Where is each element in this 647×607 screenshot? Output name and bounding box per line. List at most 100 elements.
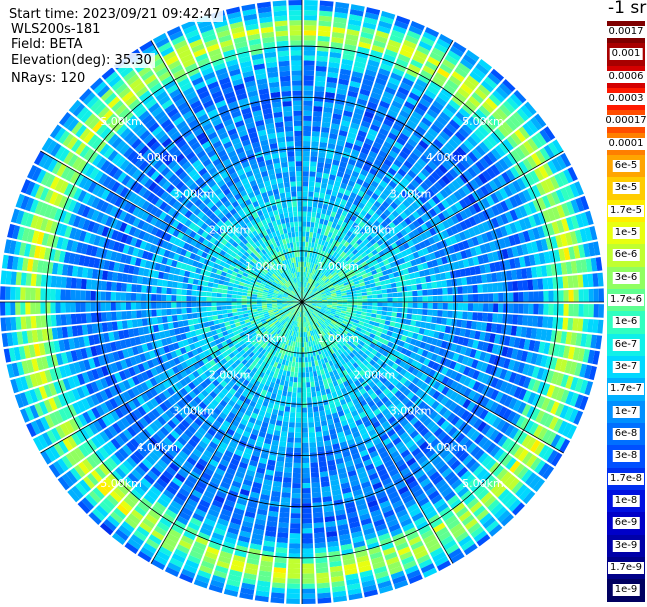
ray-gate-cell bbox=[153, 554, 168, 566]
ray-gate-cell bbox=[341, 221, 348, 228]
ray-gate-cell bbox=[362, 115, 373, 124]
ray-gate-cell bbox=[88, 116, 101, 130]
ray-gate-cell bbox=[180, 206, 189, 216]
ray-gate-cell bbox=[302, 206, 308, 212]
ray-gate-cell bbox=[300, 286, 302, 292]
ray-gate-cell bbox=[21, 330, 29, 345]
ray-gate-cell bbox=[212, 345, 219, 352]
ray-gate-cell bbox=[226, 248, 233, 255]
ray-gate-cell bbox=[76, 400, 86, 413]
ray-gate-cell bbox=[310, 257, 314, 264]
ray-gate-cell bbox=[132, 206, 141, 217]
ray-gate-cell bbox=[287, 280, 292, 286]
ray-gate-cell bbox=[141, 211, 150, 221]
ray-gate-cell bbox=[287, 206, 293, 213]
ray-gate-cell bbox=[295, 236, 299, 242]
ray-gate-cell bbox=[252, 291, 258, 295]
ray-gate-cell bbox=[308, 283, 312, 289]
ray-gate-cell bbox=[168, 481, 181, 492]
ray-gate-cell bbox=[279, 261, 284, 267]
ray-gate-cell bbox=[15, 316, 22, 330]
ray-gate-cell bbox=[245, 332, 252, 338]
ray-gate-cell bbox=[224, 321, 231, 327]
ray-gate-cell bbox=[408, 222, 416, 231]
ray-gate-cell bbox=[406, 156, 417, 166]
ray-gate-cell bbox=[283, 315, 288, 320]
ray-gate-cell bbox=[463, 155, 475, 166]
ray-gate-cell bbox=[431, 259, 439, 267]
ray-gate-cell bbox=[324, 241, 329, 247]
ray-gate-cell bbox=[249, 329, 256, 335]
ray-gate-cell bbox=[386, 205, 395, 214]
ray-gate-cell bbox=[197, 531, 211, 541]
ray-gate-cell bbox=[45, 355, 54, 368]
ray-gate-cell bbox=[104, 387, 113, 399]
ray-gate-cell bbox=[311, 237, 316, 243]
ray-gate-cell bbox=[303, 156, 310, 162]
ray-gate-cell bbox=[226, 298, 232, 302]
ray-gate-cell bbox=[126, 426, 137, 437]
ray-gate-cell bbox=[221, 340, 228, 347]
ray-gate-cell bbox=[118, 381, 127, 393]
ray-gate-cell bbox=[342, 279, 348, 284]
ray-gate-cell bbox=[92, 120, 104, 133]
ray-gate-cell bbox=[547, 277, 554, 290]
ray-gate-cell bbox=[252, 58, 265, 66]
ray-gate-cell bbox=[429, 142, 441, 153]
ray-gate-cell bbox=[206, 287, 213, 292]
ray-gate-cell bbox=[289, 176, 296, 182]
ray-gate-cell bbox=[312, 121, 321, 127]
ray-gate-cell bbox=[124, 94, 138, 107]
ray-gate-cell bbox=[277, 262, 282, 269]
ray-gate-cell bbox=[227, 223, 235, 231]
ray-gate-cell bbox=[169, 557, 184, 568]
ray-gate-cell bbox=[101, 109, 114, 123]
ray-gate-cell bbox=[495, 202, 505, 214]
ray-gate-cell bbox=[555, 155, 567, 170]
ray-gate-cell bbox=[274, 116, 284, 123]
ray-gate-cell bbox=[212, 364, 220, 372]
ray-gate-cell bbox=[578, 289, 584, 302]
ray-gate-cell bbox=[411, 201, 420, 211]
ray-gate-cell bbox=[29, 389, 39, 403]
ray-gate-cell bbox=[116, 272, 124, 282]
ray-gate-cell bbox=[139, 40, 154, 52]
ray-gate-cell bbox=[196, 503, 209, 513]
ray-gate-cell bbox=[181, 128, 193, 139]
ray-gate-cell bbox=[232, 287, 238, 292]
ray-gate-cell bbox=[145, 425, 156, 436]
ray-gate-cell bbox=[244, 361, 251, 369]
ray-gate-cell bbox=[232, 312, 238, 317]
ray-gate-cell bbox=[179, 143, 190, 153]
ray-gate-cell bbox=[508, 292, 514, 302]
ray-gate-cell bbox=[88, 257, 96, 268]
ray-gate-cell bbox=[157, 459, 168, 470]
ray-gate-cell bbox=[224, 472, 234, 481]
ray-gate-cell bbox=[91, 368, 100, 380]
ray-gate-cell bbox=[344, 284, 350, 289]
ray-gate-cell bbox=[129, 256, 137, 266]
ray-gate-cell bbox=[267, 375, 273, 382]
ray-gate-cell bbox=[286, 196, 292, 203]
ray-gate-cell bbox=[264, 253, 270, 259]
ray-gate-cell bbox=[426, 188, 435, 198]
ray-gate-cell bbox=[407, 205, 416, 214]
ray-gate-cell bbox=[457, 87, 470, 99]
ray-gate-cell bbox=[72, 375, 81, 387]
ray-gate-cell bbox=[253, 189, 261, 196]
ray-gate-cell bbox=[192, 387, 201, 396]
ray-gate-cell bbox=[347, 132, 357, 140]
ray-gate-cell bbox=[220, 231, 228, 239]
ray-gate-cell bbox=[114, 467, 127, 479]
ray-gate-cell bbox=[75, 278, 82, 289]
ray-gate-cell bbox=[459, 143, 471, 154]
ray-gate-cell bbox=[218, 441, 228, 450]
ray-gate-cell bbox=[241, 292, 248, 296]
ray-gate-cell bbox=[361, 292, 368, 296]
ray-gate-cell bbox=[291, 196, 297, 202]
ray-gate-cell bbox=[231, 219, 239, 227]
ray-gate-cell bbox=[215, 162, 224, 171]
ray-gate-cell bbox=[313, 280, 317, 286]
ray-gate-cell bbox=[88, 511, 102, 525]
ray-gate-cell bbox=[292, 303, 298, 305]
